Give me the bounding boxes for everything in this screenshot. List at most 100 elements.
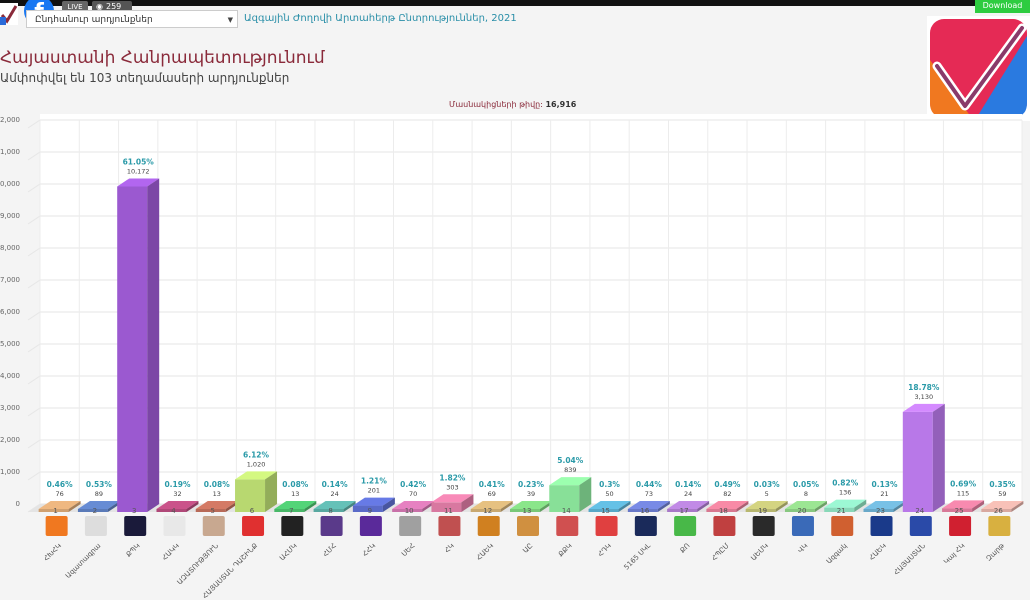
bar-value-label: 59 [998,490,1006,498]
party-logo-icon [320,516,343,536]
gridline-depth [27,247,41,257]
party-logo-icon [163,516,186,536]
party-logo-icon [713,516,736,536]
y-tick-label: 12,000 [0,116,20,124]
party-logo-icon [281,516,304,536]
party-name: ՔՊԿ [125,542,142,559]
party-name: ՀԱՅԱՍՏԱՆ [892,542,927,577]
region-select-value: Ընդհանուր արդյունքներ [35,15,153,25]
bar-11 [431,502,462,512]
bar-top-1 [38,501,81,509]
party-logo-icon [45,516,68,536]
party-name: ԱԸ [521,542,534,555]
party-logo-icon [124,516,147,536]
bar-4 [156,509,187,512]
region-select[interactable]: Ընդհանուր արդյունքներ ▼ [26,10,238,28]
gridline-depth [27,215,41,225]
y-tick-label: 6,000 [0,308,20,316]
bar-side-6 [265,471,278,512]
bar-value-label: 89 [95,490,103,498]
gridline-depth [27,279,41,289]
bar-side-11 [461,494,474,512]
eye-icon: ◉ [96,2,103,11]
bar-side-25 [972,500,985,512]
bar-percent-label: 0.35% [989,480,1016,489]
views-count: 259 [105,2,122,11]
bar-percent-label: 18.78% [908,383,940,392]
gridline-depth [27,407,41,417]
bar-percent-label: 0.14% [322,480,349,489]
bar-6 [235,479,266,512]
bar-13 [510,509,540,512]
page-title: Հայաստանի Հանրապետությունում [0,48,325,68]
bar-percent-label: 0.19% [164,480,191,489]
party-name: 5165 ՍԿԼ [623,542,653,572]
party-name: ՔՈ [679,542,692,555]
bar-top-13 [510,501,552,509]
y-tick-label: 9,000 [0,212,20,220]
bar-top-18 [706,501,749,509]
party-number: 24 [915,507,924,515]
bar-value-label: 24 [330,490,338,498]
bar-value-label: 10,172 [127,167,150,175]
bar-value-label: 5 [765,490,769,498]
bar-top-25 [942,500,985,509]
bar-percent-label: 0.69% [950,479,977,488]
plot-area [40,114,1022,504]
bar-side-10 [422,501,435,512]
bar-percent-label: 0.53% [86,480,113,489]
download-button[interactable]: Download [975,0,1030,13]
bar-17 [667,509,698,512]
party-logo-icon [556,516,579,536]
bar-value-label: 201 [368,487,380,495]
gridline-depth [27,151,41,161]
party-logo-icon [634,516,657,536]
party-logo-icon [242,516,265,536]
bar-top-4 [156,501,199,509]
bar-side-16 [657,501,670,512]
bar-top-15 [588,501,631,509]
party-logo-icon [438,516,461,536]
gridline-depth [27,343,41,353]
bar-9 [352,505,383,512]
bar-14 [549,485,580,512]
bar-10 [392,509,423,512]
bar-percent-label: 0.03% [754,480,781,489]
bar-7 [274,509,305,512]
party-name: ՔՔԿ [557,542,574,559]
bar-side-13 [540,501,552,512]
party-logo-icon [949,516,972,536]
bar-value-label: 39 [527,490,535,498]
party-number: 5 [211,507,215,515]
bar-top-11 [431,494,474,503]
bar-23 [863,509,894,512]
party-number: 21 [837,507,846,515]
bar-26 [981,509,1012,512]
party-number: 18 [719,507,728,515]
gridline-depth [27,375,41,385]
participants-label: Մասնակիցների թիվը: [449,100,543,109]
bar-side-1 [68,501,81,512]
bar-side-15 [618,501,631,512]
bar-top-9 [352,497,395,506]
bar-value-label: 82 [723,490,731,498]
bar-side-26 [1011,501,1024,512]
bar-18 [706,509,737,512]
bar-24 [902,411,933,512]
y-tick-label: 4,000 [0,372,20,380]
bar-value-label: 50 [605,490,613,498]
party-logo-icon [870,516,893,536]
bar-19 [745,509,776,512]
gridline-depth [27,311,41,321]
bar-percent-label: 0.44% [636,480,663,489]
participants-value: 16,916 [545,100,577,109]
app-logo-large-icon [927,16,1030,121]
party-logo-icon [202,516,225,536]
bar-3 [117,186,148,512]
bar-top-5 [195,501,238,509]
bar-top-2 [77,501,120,509]
bar-top-12 [470,501,513,509]
top-bar [0,0,1030,6]
bar-percent-label: 0.08% [282,480,309,489]
party-logo-icon [84,516,107,536]
